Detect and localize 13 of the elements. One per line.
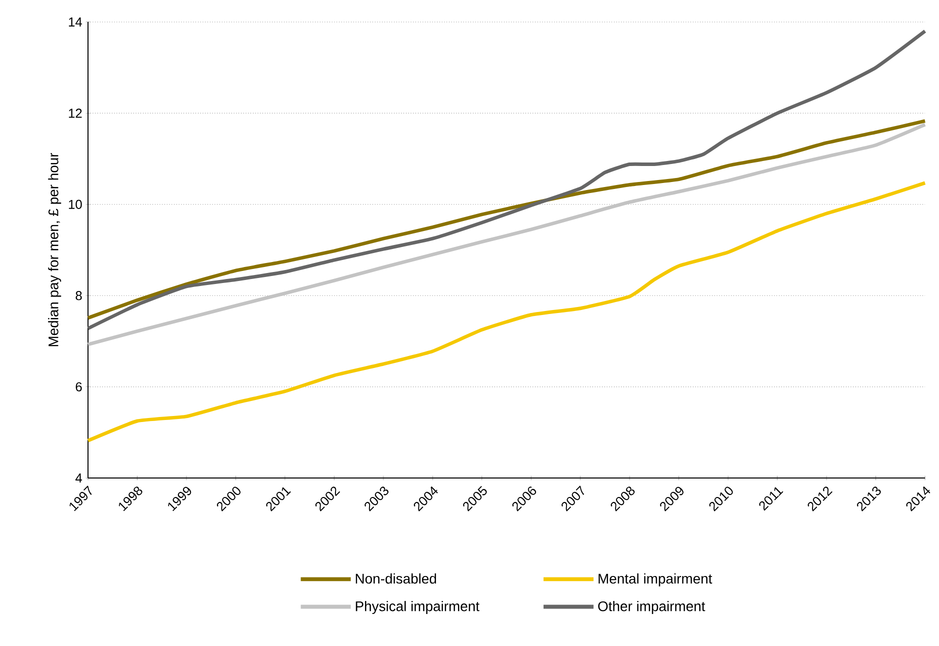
legend-label: Non-disabled xyxy=(356,573,436,584)
y-tick-label: 10 xyxy=(68,200,82,209)
y-tick-label: 6 xyxy=(76,382,82,392)
y-tick-label: 4 xyxy=(75,474,82,482)
y-tick-label: 8 xyxy=(76,291,82,300)
y-axis-title: Median pay for men, £ per hour xyxy=(48,152,62,346)
legend-label: Other impairment xyxy=(598,600,706,614)
y-tick-label: 12 xyxy=(68,108,82,118)
legend-label: Mental impairment xyxy=(598,573,712,586)
line-series xyxy=(86,29,927,330)
y-tick-label: 14 xyxy=(68,18,82,26)
legend-label: Physical impairment xyxy=(356,600,480,614)
line-series xyxy=(86,181,927,442)
